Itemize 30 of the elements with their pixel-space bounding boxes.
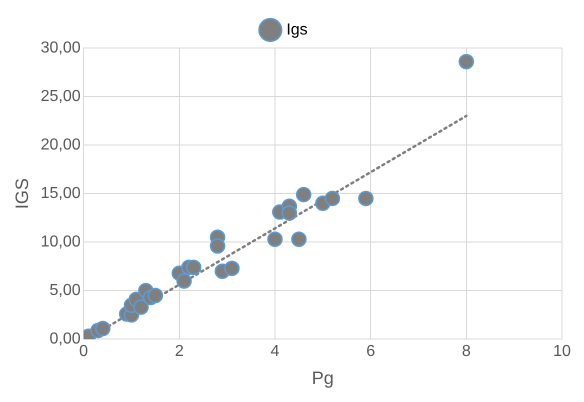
point	[176, 273, 192, 289]
point	[148, 288, 164, 304]
x-tick-label: 6	[366, 343, 376, 360]
point	[210, 238, 226, 254]
x-tick-label: 8	[462, 343, 471, 360]
x-axis-title: Pg	[312, 368, 334, 388]
x-tick-label: 10	[553, 343, 571, 360]
x-tick-label: 2	[174, 343, 184, 360]
y-tick-label: 25,00	[40, 88, 81, 105]
point	[224, 260, 240, 276]
point	[296, 186, 312, 202]
y-tick-label: 20,00	[40, 136, 81, 154]
x-tick-label: 0	[79, 343, 88, 360]
y-tick-label: 15,00	[40, 185, 81, 202]
point	[458, 54, 474, 70]
point	[95, 320, 111, 336]
x-tick-label: 4	[270, 343, 280, 360]
point	[291, 231, 307, 247]
point	[133, 299, 149, 315]
y-tick-label: 5,00	[50, 282, 81, 300]
point	[282, 205, 298, 221]
point	[186, 260, 202, 276]
y-tick-label: 30,00	[40, 39, 81, 56]
y-tick-label: 0,00	[50, 330, 81, 348]
legend-label: Igs	[286, 21, 308, 38]
y-tick-label: 10,00	[40, 234, 81, 251]
point	[267, 231, 283, 247]
point	[358, 190, 374, 206]
y-axis-title: IGS	[12, 178, 32, 210]
point	[324, 190, 340, 206]
